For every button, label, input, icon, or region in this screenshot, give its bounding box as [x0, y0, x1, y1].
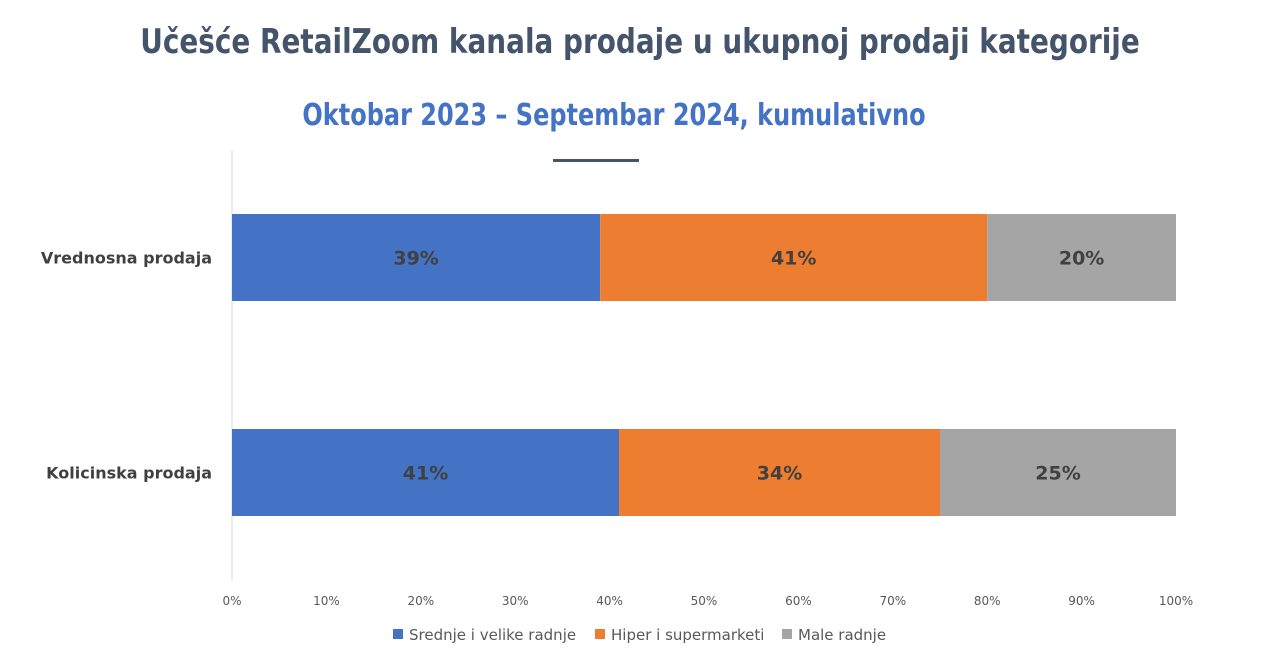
data-label: 25%	[1035, 463, 1080, 485]
x-tick-label: 40%	[596, 594, 623, 608]
bar-segment	[232, 429, 620, 516]
legend-entry: Male radnje	[798, 626, 886, 644]
x-tick-label: 30%	[502, 594, 529, 608]
x-tick-label: 90%	[1068, 594, 1095, 608]
legend-swatch	[393, 629, 403, 639]
legend-entry: Srednje i velike radnje	[409, 626, 576, 644]
bar-segment	[940, 429, 1176, 516]
chart-title: Učešće RetailZoom kanala prodaje u ukupn…	[140, 22, 1140, 62]
x-tick-label: 70%	[879, 594, 906, 608]
bar-segment	[232, 214, 601, 301]
bar-segment	[987, 214, 1176, 301]
x-tick-label: 60%	[785, 594, 812, 608]
x-tick-label: 10%	[313, 594, 340, 608]
category-label: Kolicinska prodaja	[46, 464, 212, 483]
legend-swatch	[782, 629, 792, 639]
bar-segment	[600, 214, 988, 301]
category-label: Vrednosna prodaja	[41, 249, 212, 268]
x-tick-label: 0%	[222, 594, 241, 608]
x-tick-label: 80%	[974, 594, 1001, 608]
data-label: 41%	[403, 463, 448, 485]
chart-subtitle: Oktobar 2023 – Septembar 2024, kumulativ…	[302, 98, 926, 133]
title-underline	[553, 159, 639, 162]
x-ticks-group: 0% 10% 20% 30% 40% 50% 60% 70% 80% 90% 100%	[222, 594, 1193, 608]
data-label: 20%	[1059, 248, 1104, 270]
bars-group: Vrednosna prodaja 39% 41% 20% Kolicinska pro…	[41, 214, 1176, 516]
bar-segment	[619, 429, 940, 516]
legend-swatch	[595, 629, 605, 639]
data-label: 34%	[757, 463, 802, 485]
data-label: 41%	[771, 248, 816, 270]
data-label: 39%	[393, 248, 438, 270]
x-tick-label: 100%	[1159, 594, 1193, 608]
legend: Srednje i velike radnje Hiper i supermark…	[393, 626, 886, 644]
legend-entry: Hiper i supermarketi	[611, 626, 764, 644]
x-tick-label: 50%	[691, 594, 718, 608]
x-tick-label: 20%	[407, 594, 434, 608]
